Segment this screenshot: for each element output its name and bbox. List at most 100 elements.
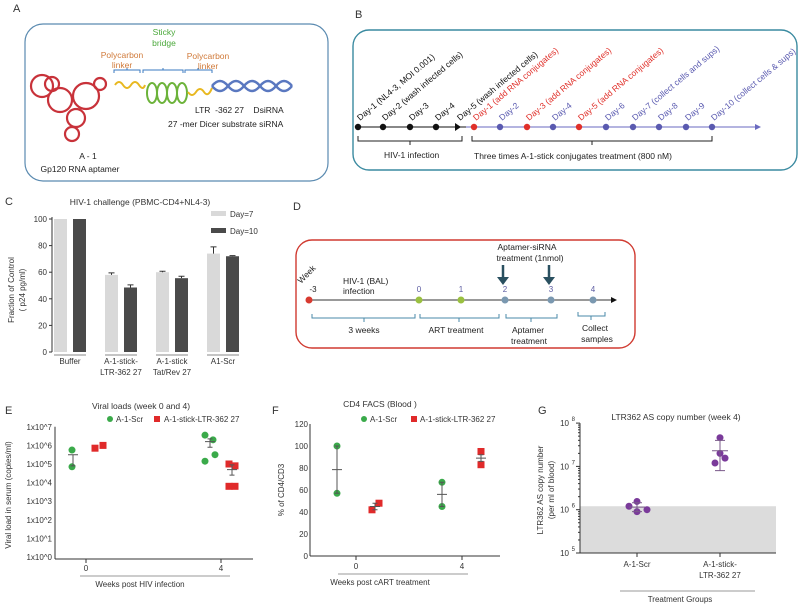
panel-label-a: A [13,3,21,15]
panel-label-d: D [293,201,301,213]
week-number: 0 [417,285,422,294]
legend-label: A-1-Scr [370,415,397,424]
linker-right-label-2: linker [198,61,218,71]
y-tick-label: 60 [38,268,47,277]
linker-left-label-1: Polycarbon [101,50,144,60]
bracket-treatment [471,136,713,145]
legend-marker [107,416,113,422]
data-point [201,457,209,465]
background-region [580,506,776,553]
y-tick-exponent: 8 [572,417,576,423]
y-tick-label: 0 [304,552,309,561]
timeline-dot [549,123,557,131]
timeline-event-label: Day-4 [433,100,457,122]
bracket-infection [357,136,463,145]
week-timeline-arrow-icon [611,297,617,303]
data-point [477,448,485,455]
legend-label: A-1-Scr [116,415,143,424]
timeline-event-label: Day-8 [656,100,680,122]
data-point [643,506,651,514]
week-number: 3 [549,285,554,294]
data-point [201,431,209,439]
bar-day7 [207,253,220,352]
timeline-dot [432,123,440,131]
mean-error-bar [712,439,728,472]
timeline-event-label: Day-3 [407,100,431,122]
timeline-dot [496,123,504,131]
data-point [68,463,76,471]
timeline-dot [629,123,637,131]
timeline-event-label: Day-10 (collect cells & sups) [709,46,798,123]
category-label: LTR-362 27 [100,368,142,377]
bar-day10 [175,278,188,352]
y-axis-label: LTR362 AS copy number [536,445,545,534]
treatment-label-1: Aptamer-siRNA [497,242,556,252]
y-tick-label: 1x10^0 [26,553,52,562]
error-bar [178,275,185,279]
phase-label-aptamer-2: treatment [511,336,548,346]
data-point [231,462,239,470]
data-point [477,461,485,469]
aptamer-structure-icon [29,73,108,143]
dsirna-helix-icon [211,79,293,93]
timeline-events: Day-1 (NL4-3, MOI 0.001)Day-2 (wash infe… [354,43,798,131]
legend-swatch [211,228,226,233]
x-axis-label: Treatment Groups [648,595,713,604]
bar-day10 [73,219,86,352]
panel-b-frame [352,29,798,171]
data-point [375,499,383,507]
treatment-arrow-icons [497,265,555,285]
y-tick-exponent: 5 [572,547,576,553]
data-point [225,482,233,490]
timeline-event-label: Day-6 [603,100,627,122]
treatment-label-2: treatment (1nmol) [496,253,563,263]
y-tick-label: 1x10^7 [26,423,52,432]
timeline-dot [354,123,362,131]
timeline-arrowhead-icon [455,123,461,131]
chart-e: Viral loads (week 0 and 4) 1x10^0 1x10^1 1x… [4,401,253,589]
y-tick-exponent: 7 [572,460,576,466]
y-tick-label: 20 [38,321,47,330]
chart-c: HIV-1 challenge (PBMC-CD4+NL4-3) 0 20 40 60 8… [7,197,258,377]
panel-label-e: E [5,405,12,417]
timeline-event-label: Day-9 [683,100,707,122]
sirna-label-1: LTR -362 27 DsiRNA [195,105,284,115]
timeline-dot [708,123,716,131]
x-axis-label: Weeks post cART treatment [330,578,430,587]
week-number: 4 [591,285,596,294]
y-tick-label: 1x10^5 [26,460,52,469]
error-bar [229,255,236,257]
week-number: -3 [309,285,317,294]
timeline-dot [523,123,531,131]
mean-error-bar [205,438,215,448]
chart-title: Viral loads (week 0 and 4) [92,401,190,411]
week-dot [547,296,555,304]
error-bar [159,270,166,273]
timeline-dot [682,123,690,131]
error-bar [210,246,217,254]
y-tick-label: 80 [38,242,47,251]
aptamer-label-2: Gp120 RNA aptamer [41,164,120,174]
panel-label-g: G [538,405,547,417]
timeline-dot [379,123,387,131]
y-tick-label: 1x10^1 [26,534,52,543]
week-markers: -3 0 1 2 3 4 [305,285,597,304]
x-tick-label: 4 [460,562,465,571]
mean-error-bar [332,445,342,494]
aptamer-label-1: A - 1 [79,151,97,161]
data-point [368,506,376,514]
y-tick-label: 0 [43,348,48,357]
y-tick-label: 10 [560,549,569,558]
mean-error-bar [68,454,78,467]
chart-title: HIV-1 challenge (PBMC-CD4+NL4-3) [70,197,211,207]
x-axis-label: Weeks post HIV infection [95,580,184,589]
legend-label: A-1-stick-LTR-362 27 [164,415,240,424]
chart-f: CD4 FACS (Blood ) 0 20 40 60 80 100 120 0 4 Weeks … [277,399,500,587]
polycarbon-linker-right-icon [187,87,213,96]
y-tick-label: 60 [299,486,308,495]
chart-title: LTR362 AS copy number (week 4) [611,412,740,422]
phase-label-art: ART treatment [429,325,485,335]
legend-swatch [211,211,226,216]
phase-label-3-weeks: 3 weeks [348,325,379,335]
